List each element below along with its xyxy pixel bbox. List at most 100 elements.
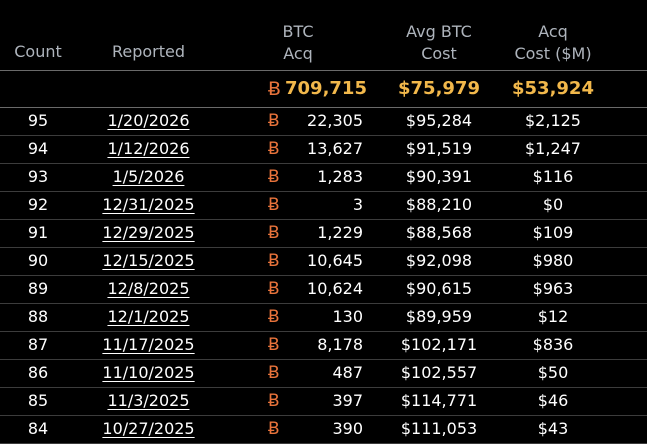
row-reported: 11/10/2025 bbox=[70, 362, 227, 384]
row-btc-acq: 22,305 bbox=[307, 111, 363, 130]
table-row: 91 12/29/2025 Ƀ 1,229 $88,568 $109 bbox=[0, 220, 647, 248]
row-reported: 10/27/2025 bbox=[70, 418, 227, 440]
table-row: 89 12/8/2025 Ƀ 10,624 $90,615 $963 bbox=[0, 276, 647, 304]
table-row: 87 11/17/2025 Ƀ 8,178 $102,171 $836 bbox=[0, 332, 647, 360]
row-avg-btc-cost: $111,053 bbox=[400, 419, 478, 438]
bitcoin-icon: Ƀ bbox=[268, 335, 280, 355]
table-row: 94 1/12/2026 Ƀ 13,627 $91,519 $1,247 bbox=[0, 136, 647, 164]
reported-date-link[interactable]: 12/29/2025 bbox=[102, 223, 195, 242]
row-btc-acq: 1,229 bbox=[317, 223, 363, 242]
row-acq-cost: $109 bbox=[532, 223, 574, 242]
row-acq-cost: $0 bbox=[542, 195, 564, 214]
table-row: 84 10/27/2025 Ƀ 390 $111,053 $43 bbox=[0, 416, 647, 444]
header-btc-acq-line2: Acq bbox=[283, 44, 313, 63]
header-acq-cost-line2: Cost ($M) bbox=[514, 44, 592, 63]
row-avg-btc-cost: $102,171 bbox=[400, 335, 478, 354]
row-acq-cost: $1,247 bbox=[525, 139, 581, 158]
reported-date-link[interactable]: 11/3/2025 bbox=[107, 391, 190, 410]
reported-date-link[interactable]: 12/31/2025 bbox=[102, 195, 195, 214]
bitcoin-icon: Ƀ bbox=[268, 223, 280, 243]
total-acq-cost: $53,924 bbox=[512, 78, 594, 99]
row-count: 87 bbox=[27, 335, 49, 354]
reported-date-link[interactable]: 1/12/2026 bbox=[107, 139, 190, 158]
row-reported: 1/5/2026 bbox=[70, 166, 227, 188]
row-avg-btc-cost: $95,284 bbox=[405, 111, 473, 130]
row-avg-btc-cost: $88,210 bbox=[405, 195, 473, 214]
header-avg-cost-line1: Avg BTC bbox=[406, 22, 472, 41]
bitcoin-icon: Ƀ bbox=[268, 78, 282, 100]
row-count: 93 bbox=[27, 167, 49, 186]
row-count: 84 bbox=[27, 419, 49, 438]
reported-date-link[interactable]: 10/27/2025 bbox=[102, 419, 195, 438]
header-acq-cost: Acq Cost ($M) bbox=[497, 21, 609, 65]
row-reported: 12/15/2025 bbox=[70, 250, 227, 272]
bitcoin-icon: Ƀ bbox=[268, 167, 280, 187]
header-avg-btc-cost: Avg BTC Cost bbox=[375, 21, 503, 65]
row-count: 88 bbox=[27, 307, 49, 326]
table-row: 95 1/20/2026 Ƀ 22,305 $95,284 $2,125 bbox=[0, 108, 647, 136]
bitcoin-icon: Ƀ bbox=[268, 251, 280, 271]
row-count: 95 bbox=[27, 111, 49, 130]
bitcoin-icon: Ƀ bbox=[268, 363, 280, 383]
bitcoin-icon: Ƀ bbox=[268, 419, 280, 439]
row-avg-btc-cost: $91,519 bbox=[405, 139, 473, 158]
row-btc-acq: 1,283 bbox=[317, 167, 363, 186]
row-avg-btc-cost: $114,771 bbox=[400, 391, 478, 410]
header-count-label: Count bbox=[14, 42, 62, 61]
row-count: 89 bbox=[27, 279, 49, 298]
totals-row: Ƀ 709,715 $75,979 $53,924 bbox=[0, 71, 647, 108]
row-count: 85 bbox=[27, 391, 49, 410]
reported-date-link[interactable]: 12/1/2025 bbox=[107, 307, 190, 326]
table-row: 93 1/5/2026 Ƀ 1,283 $90,391 $116 bbox=[0, 164, 647, 192]
bitcoin-icon: Ƀ bbox=[268, 139, 280, 159]
header-reported-label: Reported bbox=[111, 42, 186, 61]
row-btc-acq: 10,645 bbox=[307, 251, 363, 270]
reported-date-link[interactable]: 11/17/2025 bbox=[102, 335, 195, 354]
header-reported: Reported bbox=[70, 41, 227, 63]
row-acq-cost: $12 bbox=[537, 307, 569, 326]
row-count: 86 bbox=[27, 363, 49, 382]
row-reported: 12/1/2025 bbox=[70, 306, 227, 328]
bitcoin-icon: Ƀ bbox=[268, 307, 280, 327]
row-avg-btc-cost: $88,568 bbox=[405, 223, 473, 242]
header-acq-cost-line1: Acq bbox=[538, 22, 568, 41]
row-btc-acq: 397 bbox=[332, 391, 363, 410]
reported-date-link[interactable]: 11/10/2025 bbox=[102, 363, 195, 382]
row-avg-btc-cost: $92,098 bbox=[405, 251, 473, 270]
row-avg-btc-cost: $102,557 bbox=[400, 363, 478, 382]
row-btc-acq: 10,624 bbox=[307, 279, 363, 298]
row-reported: 1/20/2026 bbox=[70, 110, 227, 132]
table-body: 95 1/20/2026 Ƀ 22,305 $95,284 $2,125 94 1/12/20… bbox=[0, 108, 647, 444]
row-count: 91 bbox=[27, 223, 49, 242]
row-reported: 12/8/2025 bbox=[70, 278, 227, 300]
row-reported: 12/29/2025 bbox=[70, 222, 227, 244]
header-avg-cost-line2: Cost bbox=[421, 44, 457, 63]
reported-date-link[interactable]: 12/15/2025 bbox=[102, 251, 195, 270]
row-count: 92 bbox=[27, 195, 49, 214]
row-acq-cost: $46 bbox=[537, 391, 569, 410]
row-acq-cost: $50 bbox=[537, 363, 569, 382]
reported-date-link[interactable]: 1/5/2026 bbox=[112, 167, 185, 186]
row-acq-cost: $43 bbox=[537, 419, 569, 438]
row-count: 90 bbox=[27, 251, 49, 270]
row-avg-btc-cost: $89,959 bbox=[405, 307, 473, 326]
row-avg-btc-cost: $90,615 bbox=[405, 279, 473, 298]
reported-date-link[interactable]: 12/8/2025 bbox=[107, 279, 190, 298]
header-btc-acq-line1: BTC bbox=[282, 22, 314, 41]
row-btc-acq: 487 bbox=[332, 363, 363, 382]
row-btc-acq: 13,627 bbox=[307, 139, 363, 158]
table-row: 92 12/31/2025 Ƀ 3 $88,210 $0 bbox=[0, 192, 647, 220]
reported-date-link[interactable]: 1/20/2026 bbox=[107, 111, 190, 130]
bitcoin-icon: Ƀ bbox=[268, 111, 280, 131]
bitcoin-icon: Ƀ bbox=[268, 279, 280, 299]
table-row: 90 12/15/2025 Ƀ 10,645 $92,098 $980 bbox=[0, 248, 647, 276]
table-row: 88 12/1/2025 Ƀ 130 $89,959 $12 bbox=[0, 304, 647, 332]
row-acq-cost: $980 bbox=[532, 251, 574, 270]
row-reported: 1/12/2026 bbox=[70, 138, 227, 160]
table-row: 85 11/3/2025 Ƀ 397 $114,771 $46 bbox=[0, 388, 647, 416]
table-header: Count Reported BTC Acq Avg BTC Cost Acq … bbox=[0, 0, 647, 71]
header-count: Count bbox=[0, 41, 76, 63]
bitcoin-icon: Ƀ bbox=[268, 391, 280, 411]
bitcoin-icon: Ƀ bbox=[268, 195, 280, 215]
